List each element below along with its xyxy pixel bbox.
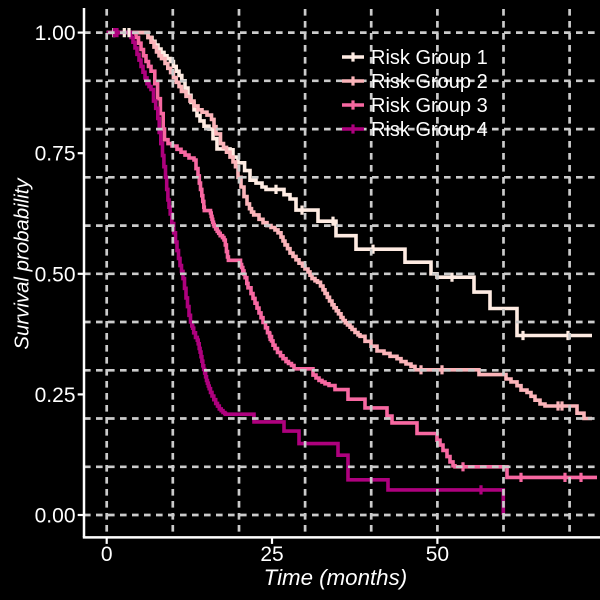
svg-text:1.00: 1.00 (35, 22, 76, 45)
svg-text:25: 25 (260, 543, 283, 566)
svg-text:Risk Group 2: Risk Group 2 (371, 71, 488, 93)
svg-text:Risk Group 4: Risk Group 4 (371, 119, 488, 141)
svg-text:Survival probability: Survival probability (12, 177, 34, 350)
svg-text:0.75: 0.75 (35, 143, 76, 166)
svg-text:Risk Group 1: Risk Group 1 (371, 47, 488, 69)
svg-text:50: 50 (426, 543, 449, 566)
svg-text:Time (months): Time (months) (264, 565, 408, 590)
svg-text:0: 0 (101, 543, 113, 566)
svg-text:Risk Group 3: Risk Group 3 (371, 95, 488, 117)
svg-text:0.25: 0.25 (35, 384, 76, 407)
svg-text:0.50: 0.50 (35, 263, 76, 286)
svg-text:0.00: 0.00 (35, 505, 76, 528)
